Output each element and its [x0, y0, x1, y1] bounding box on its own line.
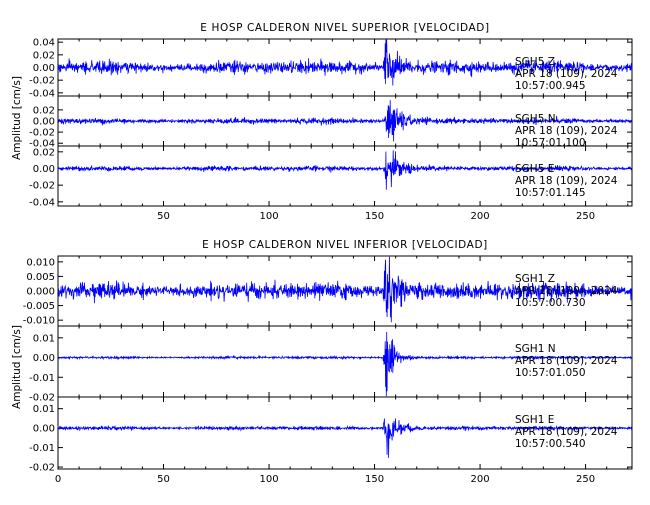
panel-frame: [57, 145, 633, 207]
y-tick-label: -0.04: [29, 197, 55, 208]
y-tick-label: 0.04: [33, 38, 55, 49]
chart-inferior: E HOSP CALDERON NIVEL INFERIOR [VELOCIDA…: [11, 239, 633, 485]
chart-title: E HOSP CALDERON NIVEL INFERIOR [VELOCIDA…: [202, 239, 488, 251]
channel-annotation: 10:57:01.145: [515, 187, 586, 199]
channel-annotation: APR 18 (109), 2024: [515, 355, 618, 367]
channel-annotation: APR 18 (109), 2024: [515, 285, 618, 297]
x-tick-label: 100: [259, 211, 278, 222]
channel-annotation: 10:57:00.540: [515, 438, 586, 450]
channel-annotation: 10:57:01.100: [515, 137, 586, 149]
channel-annotation: APR 18 (109), 2024: [515, 426, 618, 438]
y-tick-label: 0.02: [33, 147, 55, 158]
y-tick-label: -0.02: [29, 463, 55, 474]
y-tick-label: 0.010: [26, 257, 55, 268]
y-tick-label: -0.005: [23, 301, 55, 312]
y-tick-label: 0.01: [33, 404, 55, 415]
channel-annotation: SGH5 E: [515, 163, 554, 175]
panel-frame: [57, 396, 633, 470]
channel-annotation: SGH5 Z: [515, 56, 555, 68]
y-tick-label: 0.00: [33, 164, 55, 175]
y-tick-label: -0.010: [23, 316, 55, 327]
waveform-trace: [58, 100, 633, 142]
y-tick-label: -0.04: [29, 88, 55, 99]
channel-annotation: 10:57:00.945: [515, 80, 586, 92]
chart-superior: E HOSP CALDERON NIVEL SUPERIOR [VELOCIDA…: [11, 22, 633, 222]
channel-annotation: APR 18 (109), 2024: [515, 125, 618, 137]
waveform-trace: [57, 418, 633, 458]
y-axis-label: Amplitud [cm/s]: [11, 325, 23, 409]
y-tick-label: -0.02: [29, 76, 55, 87]
y-tick-label: 0.02: [33, 50, 55, 61]
x-tick-label: 50: [157, 474, 170, 485]
channel-annotation: SGH5 N: [515, 113, 556, 125]
channel-annotation: 10:57:01.050: [515, 367, 586, 379]
channel-annotation: SGH1 N: [515, 343, 556, 355]
waveform-trace: [57, 39, 633, 86]
waveform-trace: [57, 331, 633, 397]
y-tick-label: 0.01: [33, 333, 55, 344]
chart-title: E HOSP CALDERON NIVEL SUPERIOR [VELOCIDA…: [200, 22, 489, 34]
y-tick-label: -0.02: [29, 393, 55, 404]
x-tick-label: 150: [365, 211, 384, 222]
y-tick-label: -0.02: [29, 181, 55, 192]
channel-annotation: APR 18 (109), 2024: [515, 175, 618, 187]
y-tick-label: -0.04: [29, 139, 55, 150]
y-tick-label: -0.01: [29, 373, 55, 384]
x-tick-label: 200: [471, 211, 490, 222]
channel-annotation: SGH1 Z: [515, 273, 555, 285]
x-tick-label: 200: [471, 474, 490, 485]
x-tick-label: 0: [55, 474, 61, 485]
y-tick-label: 0.00: [33, 117, 55, 128]
y-tick-label: -0.02: [29, 128, 55, 139]
y-axis-label: Amplitud [cm/s]: [11, 76, 23, 160]
x-tick-label: 250: [576, 211, 595, 222]
y-tick-label: 0.005: [26, 272, 55, 283]
y-tick-label: -0.01: [29, 443, 55, 454]
x-tick-label: 100: [259, 474, 278, 485]
x-tick-label: 50: [157, 211, 170, 222]
y-tick-label: 0.000: [26, 287, 55, 298]
channel-annotation: SGH1 E: [515, 414, 554, 426]
y-tick-label: 0.00: [33, 353, 55, 364]
waveform-trace: [57, 256, 633, 323]
y-tick-label: 0.00: [33, 424, 55, 435]
waveform-trace: [57, 150, 633, 190]
x-tick-label: 250: [576, 474, 595, 485]
channel-annotation: 10:57:00.730: [515, 297, 586, 309]
x-tick-label: 150: [365, 474, 384, 485]
y-tick-label: 0.02: [33, 105, 55, 116]
y-tick-label: 0.00: [33, 63, 55, 74]
channel-annotation: APR 18 (109), 2024: [515, 68, 618, 80]
